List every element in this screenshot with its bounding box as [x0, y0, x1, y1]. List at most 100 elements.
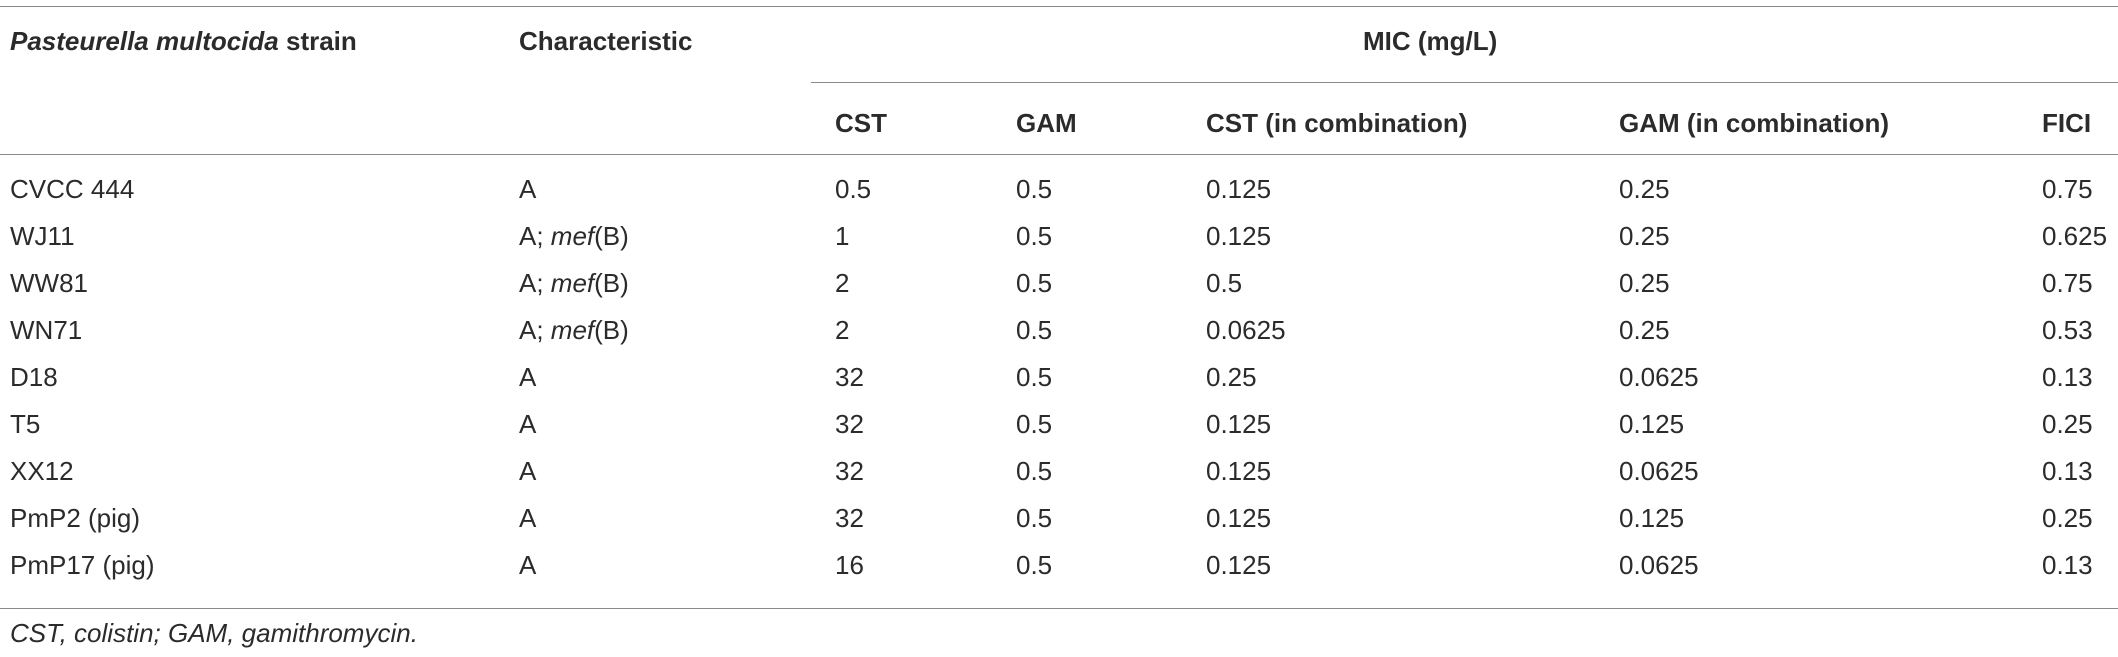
- characteristic-cell: A: [519, 456, 536, 486]
- strain-cell: T5: [10, 409, 41, 439]
- bottom-rule: [0, 608, 2118, 609]
- top-rule: [0, 6, 2118, 7]
- cst-cell: 32: [835, 362, 864, 392]
- gam-cell: 0.5: [1016, 315, 1053, 345]
- strain-cell: WN71: [10, 315, 83, 345]
- cst-cell: 32: [835, 409, 864, 439]
- characteristic-serotype: A: [519, 550, 537, 580]
- header-gam: GAM: [1016, 108, 1077, 138]
- table-row: WJ11 A; mef(B) 1 0.5 0.125 0.25 0.625: [0, 213, 2118, 260]
- gam-cell: 0.5: [1016, 174, 1053, 204]
- fici-cell: 0.53: [2042, 315, 2093, 345]
- characteristic-gene: mef: [550, 315, 595, 345]
- cst-combination-cell: 0.125: [1206, 221, 1272, 251]
- header-fici: FICI: [2042, 108, 2092, 138]
- characteristic-serotype: A: [519, 409, 537, 439]
- characteristic-serotype: A;: [519, 221, 551, 251]
- gam-cell: 0.5: [1016, 221, 1053, 251]
- footnote: CST, colistin; GAM, gamithromycin.: [10, 618, 418, 648]
- gam-cell: 0.5: [1016, 268, 1053, 298]
- gam-cell: 0.5: [1016, 362, 1053, 392]
- characteristic-gene-variant: (B): [594, 315, 629, 345]
- gam-combination-cell: 0.25: [1619, 174, 1670, 204]
- gam-combination-cell: 0.25: [1619, 221, 1670, 251]
- characteristic-cell: A: [519, 409, 536, 439]
- table-row: WN71 A; mef(B) 2 0.5 0.0625 0.25 0.53: [0, 307, 2118, 354]
- characteristic-cell: A; mef(B): [519, 315, 629, 345]
- table-row: D18 A 32 0.5 0.25 0.0625 0.13: [0, 354, 2118, 401]
- gam-cell: 0.5: [1016, 550, 1053, 580]
- strain-cell: WW81: [10, 268, 88, 298]
- gam-combination-cell: 0.0625: [1619, 550, 1699, 580]
- gam-combination-cell: 0.25: [1619, 268, 1670, 298]
- gam-combination-cell: 0.0625: [1619, 456, 1699, 486]
- fici-cell: 0.13: [2042, 362, 2093, 392]
- fici-cell: 0.25: [2042, 503, 2093, 533]
- header-characteristic: Characteristic: [519, 26, 693, 56]
- characteristic-serotype: A: [519, 362, 537, 392]
- characteristic-serotype: A: [519, 503, 537, 533]
- cst-combination-cell: 0.125: [1206, 503, 1272, 533]
- cst-combination-cell: 0.125: [1206, 174, 1272, 204]
- characteristic-gene-variant: (B): [594, 221, 629, 251]
- characteristic-serotype: A;: [519, 268, 551, 298]
- fici-cell: 0.625: [2042, 221, 2108, 251]
- characteristic-serotype: A: [519, 456, 537, 486]
- gam-combination-cell: 0.0625: [1619, 362, 1699, 392]
- characteristic-cell: A; mef(B): [519, 221, 629, 251]
- species-name: Pasteurella multocida: [10, 26, 279, 56]
- cst-cell: 1: [835, 221, 850, 251]
- fici-cell: 0.13: [2042, 456, 2093, 486]
- characteristic-cell: A: [519, 550, 536, 580]
- characteristic-cell: A: [519, 503, 536, 533]
- header-cst-combination: CST (in combination): [1206, 108, 1468, 138]
- header-cst: CST: [835, 108, 887, 138]
- gam-combination-cell: 0.125: [1619, 503, 1685, 533]
- strain-cell: PmP17 (pig): [10, 550, 155, 580]
- cst-cell: 0.5: [835, 174, 872, 204]
- characteristic-serotype: A;: [519, 315, 551, 345]
- cst-combination-cell: 0.125: [1206, 456, 1272, 486]
- characteristic-cell: A: [519, 362, 536, 392]
- characteristic-gene: mef: [550, 268, 595, 298]
- header-gam-combination: GAM (in combination): [1619, 108, 1890, 138]
- fici-cell: 0.25: [2042, 409, 2093, 439]
- characteristic-serotype: A: [519, 174, 537, 204]
- fici-cell: 0.13: [2042, 550, 2093, 580]
- header-rule: [0, 154, 2118, 155]
- cst-cell: 32: [835, 456, 864, 486]
- gam-cell: 0.5: [1016, 503, 1053, 533]
- table-row: T5 A 32 0.5 0.125 0.125 0.25: [0, 401, 2118, 448]
- cst-cell: 32: [835, 503, 864, 533]
- cst-combination-cell: 0.125: [1206, 550, 1272, 580]
- strain-cell: WJ11: [10, 221, 75, 251]
- header-strain: Pasteurella multocida strain: [10, 26, 357, 56]
- characteristic-gene-variant: (B): [594, 268, 629, 298]
- characteristic-cell: A; mef(B): [519, 268, 629, 298]
- table-row: XX12 A 32 0.5 0.125 0.0625 0.13: [0, 448, 2118, 495]
- strain-cell: PmP2 (pig): [10, 503, 141, 533]
- table-row: WW81 A; mef(B) 2 0.5 0.5 0.25 0.75: [0, 260, 2118, 307]
- table-row: CVCC 444 A 0.5 0.5 0.125 0.25 0.75: [0, 166, 2118, 213]
- cst-combination-cell: 0.125: [1206, 409, 1272, 439]
- fici-cell: 0.75: [2042, 268, 2093, 298]
- strain-cell: XX12: [10, 456, 74, 486]
- fici-cell: 0.75: [2042, 174, 2093, 204]
- cst-cell: 2: [835, 268, 850, 298]
- table-row: PmP17 (pig) A 16 0.5 0.125 0.0625 0.13: [0, 542, 2118, 589]
- strain-cell: D18: [10, 362, 58, 392]
- cst-combination-cell: 0.25: [1206, 362, 1257, 392]
- cst-cell: 2: [835, 315, 850, 345]
- gam-combination-cell: 0.125: [1619, 409, 1685, 439]
- strain-cell: CVCC 444: [10, 174, 135, 204]
- header-mic-group: MIC (mg/L): [1363, 26, 1498, 56]
- characteristic-cell: A: [519, 174, 536, 204]
- gam-combination-cell: 0.25: [1619, 315, 1670, 345]
- table-row: PmP2 (pig) A 32 0.5 0.125 0.125 0.25: [0, 495, 2118, 542]
- mic-group-rule: [811, 82, 2118, 83]
- characteristic-gene: mef: [550, 221, 595, 251]
- cst-cell: 16: [835, 550, 864, 580]
- cst-combination-cell: 0.5: [1206, 268, 1243, 298]
- strain-word: strain: [278, 26, 357, 56]
- gam-cell: 0.5: [1016, 456, 1053, 486]
